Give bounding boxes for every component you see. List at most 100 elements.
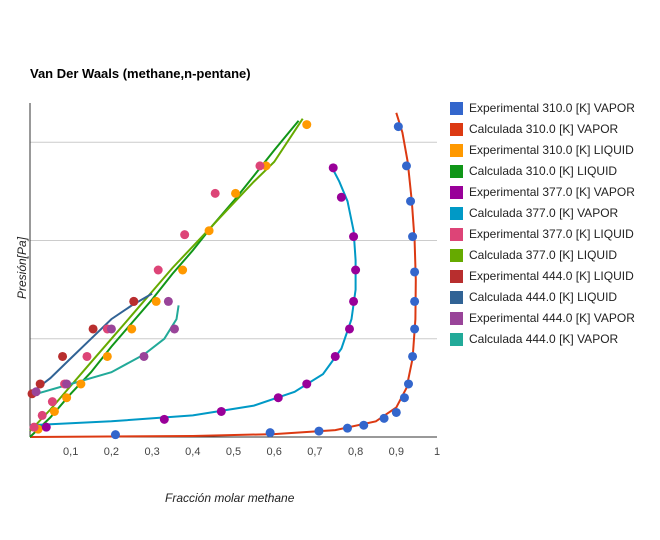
data-point	[408, 232, 418, 242]
data-point	[410, 296, 420, 306]
data-point	[302, 120, 312, 130]
chart-title: Van Der Waals (methane,n-pentane)	[30, 66, 251, 81]
data-point	[178, 265, 188, 275]
series-line-7	[29, 118, 304, 432]
legend-item: Calculada 444.0 [K] LIQUID	[450, 289, 650, 306]
data-point	[410, 267, 420, 277]
legend-swatch	[450, 165, 463, 178]
series-line-5	[29, 165, 357, 427]
legend-swatch	[450, 228, 463, 241]
data-point	[127, 324, 137, 334]
data-point	[210, 188, 220, 198]
legend-item: Experimental 310.0 [K] LIQUID	[450, 142, 650, 159]
data-point	[404, 379, 414, 389]
axes	[29, 103, 437, 438]
legend-item: Experimental 377.0 [K] LIQUID	[450, 226, 650, 243]
data-point	[379, 413, 389, 423]
data-point	[47, 397, 57, 407]
data-point	[302, 379, 312, 389]
data-point	[393, 122, 403, 132]
legend-label: Calculada 444.0 [K] LIQUID	[469, 290, 618, 304]
data-point	[29, 422, 39, 432]
data-point	[391, 407, 401, 417]
x-tick-label: 0,6	[267, 446, 282, 458]
x-tick-label: 0,2	[104, 446, 119, 458]
data-point	[41, 422, 51, 432]
x-tick-label: 0,9	[389, 446, 404, 458]
grid	[30, 141, 437, 340]
legend-swatch	[450, 144, 463, 157]
series-line-11	[29, 305, 180, 397]
data-point	[153, 265, 163, 275]
legend-swatch	[450, 186, 463, 199]
y-axis-title: Presión[Pa]	[15, 236, 29, 299]
legend-label: Experimental 377.0 [K] LIQUID	[469, 227, 634, 241]
legend-label: Calculada 444.0 [K] VAPOR	[469, 332, 619, 346]
legend-label: Experimental 444.0 [K] LIQUID	[469, 269, 634, 283]
legend-label: Experimental 310.0 [K] VAPOR	[469, 101, 635, 115]
legend-swatch	[450, 249, 463, 262]
legend-label: Calculada 377.0 [K] VAPOR	[469, 206, 619, 220]
data-point	[231, 188, 241, 198]
data-point	[88, 324, 98, 334]
legend-item: Calculada 377.0 [K] LIQUID	[450, 247, 650, 264]
data-point	[328, 163, 338, 173]
series-layer	[27, 112, 420, 440]
data-point	[180, 230, 190, 240]
data-point	[314, 426, 324, 436]
data-point	[151, 296, 161, 306]
legend-swatch	[450, 291, 463, 304]
x-tick-label: 0,5	[226, 446, 241, 458]
data-point	[399, 393, 409, 403]
legend-swatch	[450, 207, 463, 220]
legend-item: Experimental 310.0 [K] VAPOR	[450, 100, 650, 117]
x-tick-label: 0,8	[348, 446, 363, 458]
legend-swatch	[450, 312, 463, 325]
legend-label: Experimental 377.0 [K] VAPOR	[469, 185, 635, 199]
data-point	[62, 393, 72, 403]
legend: Experimental 310.0 [K] VAPOR Calculada 31…	[450, 100, 650, 352]
series-line-1	[29, 112, 417, 438]
legend-label: Calculada 310.0 [K] VAPOR	[469, 122, 619, 136]
data-point	[204, 226, 214, 236]
data-point	[159, 414, 169, 424]
x-tick-label: 0,4	[185, 446, 200, 458]
legend-item: Experimental 444.0 [K] LIQUID	[450, 268, 650, 285]
data-point	[169, 324, 179, 334]
data-point	[349, 232, 359, 242]
data-point	[408, 351, 418, 361]
x-axis-title: Fracción molar methane	[165, 491, 295, 505]
x-tick-label: 0,1	[63, 446, 78, 458]
data-point	[82, 351, 92, 361]
data-point	[406, 196, 416, 206]
data-point	[342, 423, 352, 433]
legend-swatch	[450, 270, 463, 283]
data-point	[265, 428, 275, 438]
legend-item: Calculada 310.0 [K] LIQUID	[450, 163, 650, 180]
legend-item: Experimental 377.0 [K] VAPOR	[450, 184, 650, 201]
data-point	[49, 406, 59, 416]
legend-item: Calculada 444.0 [K] VAPOR	[450, 331, 650, 348]
legend-item: Calculada 377.0 [K] VAPOR	[450, 205, 650, 222]
data-point	[255, 161, 265, 171]
data-point	[31, 387, 41, 397]
legend-swatch	[450, 123, 463, 136]
series-line-3	[29, 120, 300, 438]
data-point	[106, 324, 116, 334]
data-point	[110, 430, 120, 440]
data-point	[336, 192, 346, 202]
x-ticks: 0,1 0,2 0,3 0,4 0,5 0,6 0,7 0,8 0,9 1	[63, 446, 440, 458]
legend-label: Calculada 377.0 [K] LIQUID	[469, 248, 618, 262]
data-point	[349, 296, 359, 306]
data-point	[359, 420, 369, 430]
x-tick-label: 1	[434, 446, 440, 458]
data-point	[139, 351, 149, 361]
legend-item: Experimental 444.0 [K] VAPOR	[450, 310, 650, 327]
data-point	[330, 351, 340, 361]
legend-label: Experimental 444.0 [K] VAPOR	[469, 311, 635, 325]
data-point	[163, 296, 173, 306]
data-point	[344, 324, 354, 334]
x-tick-label: 0,7	[307, 446, 322, 458]
legend-swatch	[450, 333, 463, 346]
